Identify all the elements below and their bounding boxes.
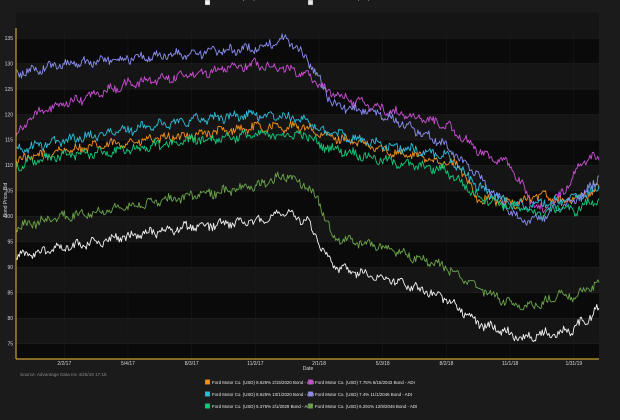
series-line-3 <box>15 109 600 211</box>
legend-label: Ford Motor Co. (USD) 4.75% 1/15/2043 Bon… <box>212 0 312 1</box>
x-axis-title: Date <box>303 366 314 372</box>
x-tick-label: 11/1/18 <box>502 361 519 367</box>
y-tick-label: 80 <box>7 316 13 322</box>
y-tick-label: 95 <box>7 240 13 246</box>
series-line-7 <box>15 209 600 343</box>
source-note: Source: Advantage Data Inc 4/25/19 17:15 <box>20 372 107 377</box>
series-line-2 <box>15 57 600 214</box>
x-tick-label: 5/4/17 <box>121 361 135 367</box>
legend-label: Ford Motor Co. (USD) 7.4% 11/1/2046 Bond… <box>315 392 412 397</box>
x-tick-label: 2/2/17 <box>57 361 71 367</box>
legend-label: Ford Motor Co. (USD) 6.291% 12/8/2046 Bo… <box>315 404 417 409</box>
legend-label: Ford Motor Co. (USD) 7.75% 6/15/2043 Bon… <box>315 380 415 385</box>
grid-band <box>16 63 599 90</box>
y-axis-title: Bond Price: Bid <box>3 183 9 218</box>
legend-swatch <box>307 0 314 6</box>
y-tick-label: 135 <box>5 36 14 42</box>
y-tick-label: 85 <box>7 291 13 297</box>
grid-band <box>16 318 599 344</box>
x-tick-label: 2/1/18 <box>312 361 326 367</box>
legend-swatch <box>204 0 211 6</box>
x-tick-label: 11/2/17 <box>247 361 264 367</box>
grid-band <box>16 216 599 242</box>
y-tick-label: 110 <box>5 163 13 169</box>
y-tick-label: 120 <box>5 112 14 118</box>
y-tick-label: 90 <box>7 265 13 271</box>
grid-band <box>16 267 599 293</box>
y-tick-label: 115 <box>5 138 13 144</box>
legend-swatch <box>204 391 211 397</box>
x-tick-label: 8/3/17 <box>185 361 199 367</box>
y-tick-label: 100 <box>5 214 14 220</box>
series-line-6 <box>15 171 600 311</box>
legend-label: Ford Motor Co. (USD) 8.625% 2/15/2020 Bo… <box>212 380 314 385</box>
legend-label: Ford Motor Co. (USD) 8.625% 10/1/2020 Bo… <box>212 392 314 397</box>
y-tick-label: 75 <box>7 341 13 347</box>
grid-band <box>16 165 599 191</box>
legend-swatch <box>307 403 314 409</box>
legend-swatch <box>204 379 211 385</box>
legend-swatch <box>307 379 314 385</box>
legend-swatch <box>204 403 211 409</box>
x-tick-label: 8/2/18 <box>439 361 453 367</box>
x-tick-label: 1/31/19 <box>565 361 582 367</box>
y-tick-label: 105 <box>5 189 14 195</box>
series-line-5 <box>15 129 600 220</box>
legend: Ford Motor Co. (USD) 8.625% 2/15/2020 Bo… <box>204 0 425 409</box>
x-tick-label: 5/3/18 <box>376 361 390 367</box>
legend-label: Ford Motor Credit Co (USD) FLT% 8/15/204… <box>315 0 425 1</box>
y-tick-label: 125 <box>5 87 14 93</box>
legend-swatch <box>307 391 314 397</box>
series-line-4 <box>15 33 600 226</box>
grid-band <box>16 12 599 39</box>
y-tick-label: 130 <box>5 61 14 67</box>
legend-label: Ford Motor Co. (USD) 5.375% 2/1/2029 Bon… <box>212 404 312 409</box>
